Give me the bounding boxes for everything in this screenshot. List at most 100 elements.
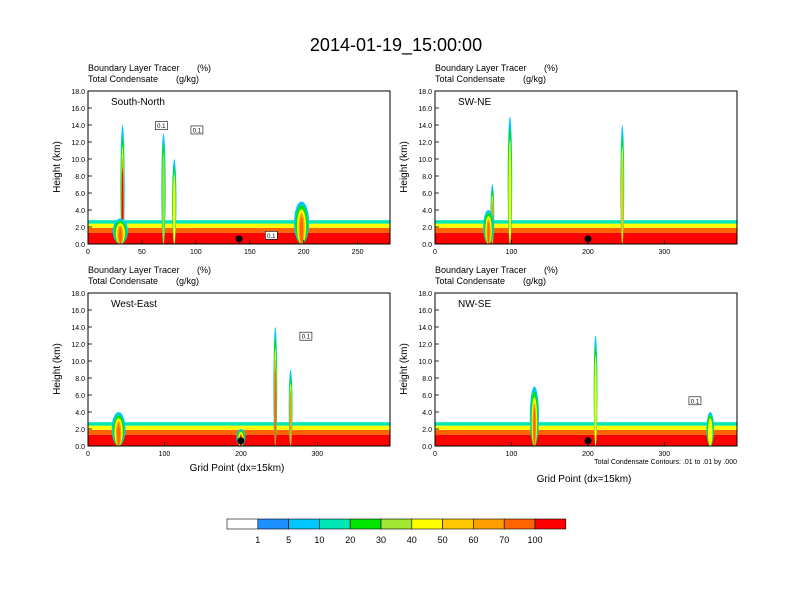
plume-3-level-4 bbox=[487, 222, 490, 244]
y-tick-label: 8.0 bbox=[75, 174, 85, 181]
tracer-field bbox=[88, 327, 390, 446]
y-tick-label: 6.0 bbox=[75, 191, 85, 198]
colorbar-label: 5 bbox=[286, 535, 291, 545]
contour-label-box bbox=[688, 396, 702, 406]
y-tick-label: 0.0 bbox=[422, 444, 432, 451]
plume-1-level-4 bbox=[508, 162, 511, 244]
main-title: 2014-01-19_15:00:00 bbox=[310, 35, 482, 56]
plume-4-level-4 bbox=[162, 173, 165, 244]
colorbar-label: 50 bbox=[438, 535, 448, 545]
boundary-layer-band-2 bbox=[435, 425, 737, 430]
tracer-label: Boundary Layer Tracer bbox=[88, 265, 180, 275]
y-tick-label: 10.0 bbox=[418, 157, 432, 164]
colorbar-label: 10 bbox=[314, 535, 324, 545]
tracer-unit: (%) bbox=[197, 63, 211, 73]
boundary-layer-band-2 bbox=[88, 425, 390, 430]
x-tick-label: 300 bbox=[659, 249, 671, 256]
panel-header-2: Boundary Layer Tracer (%) Total Condensa… bbox=[88, 265, 211, 286]
tracer-label: Boundary Layer Tracer bbox=[435, 265, 527, 275]
xlabel-3: Grid Point (dx=15km) bbox=[537, 474, 632, 485]
boundary-layer-band-2 bbox=[88, 223, 390, 228]
y-tick-label: 12.0 bbox=[71, 140, 85, 147]
colorbar-label: 60 bbox=[468, 535, 478, 545]
y-tick-label: 14.0 bbox=[71, 325, 85, 332]
y-tick-label: 14.0 bbox=[71, 123, 85, 130]
plume-1-level-4 bbox=[274, 369, 277, 446]
x-tick-label: 300 bbox=[659, 451, 671, 458]
contour-label-box bbox=[155, 121, 168, 130]
tracer-field bbox=[88, 125, 390, 244]
y-tick-label: 6.0 bbox=[75, 393, 85, 400]
colorbar-swatch bbox=[257, 518, 289, 530]
x-tick-label: 100 bbox=[506, 451, 518, 458]
x-tick-label: 0 bbox=[433, 249, 437, 256]
tracer-label: Boundary Layer Tracer bbox=[435, 63, 527, 73]
panel-sw-ne: SW-NE 0.0 2.0 4.0 6.0 8.0 10.0 12.0 14.0 16.0 18.0… bbox=[418, 89, 738, 256]
y-tick-label: 18.0 bbox=[418, 89, 432, 96]
condensate-label: Total Condensate bbox=[88, 74, 158, 84]
condensate-label: Total Condensate bbox=[88, 276, 158, 286]
location-marker bbox=[235, 235, 243, 243]
boundary-layer-band-1 bbox=[88, 227, 390, 233]
plume-2-level-4 bbox=[621, 167, 624, 244]
tracer-unit: (%) bbox=[197, 265, 211, 275]
y-tick-label: 2.0 bbox=[422, 225, 432, 232]
condensate-unit: (g/kg) bbox=[523, 276, 546, 286]
colorbar: 1 5 10 20 30 40 50 60 70 100 bbox=[226, 518, 567, 545]
y-tick-label: 16.0 bbox=[71, 308, 85, 315]
x-tick-label: 200 bbox=[298, 249, 310, 256]
colorbar-label: 70 bbox=[499, 535, 509, 545]
panel-header-1: Boundary Layer Tracer (%) Total Condensa… bbox=[435, 63, 558, 84]
x-tick-label: 100 bbox=[159, 451, 171, 458]
contour-label: 0.1 bbox=[157, 124, 166, 130]
panel-header-3: Boundary Layer Tracer (%) Total Condensa… bbox=[435, 265, 558, 286]
y-tick-label: 2.0 bbox=[75, 427, 85, 434]
boundary-layer-band-1 bbox=[435, 429, 737, 435]
panel-nw-se: NW-SE 0.0 2.0 4.0 6.0 8.0 10.0 12.0 14.0 16.0 18.0… bbox=[418, 291, 738, 458]
y-tick-label: 4.0 bbox=[75, 410, 85, 417]
tracer-label: Boundary Layer Tracer bbox=[88, 63, 180, 73]
contour-info: Total Condensate Contours: .01 to .01 by… bbox=[594, 459, 737, 466]
plume-1-level-4 bbox=[594, 375, 597, 446]
panel-title: NW-SE bbox=[458, 299, 491, 310]
colorbar-swatch bbox=[411, 518, 443, 530]
y-tick-label: 14.0 bbox=[418, 123, 432, 130]
y-tick-label: 0.0 bbox=[75, 242, 85, 249]
x-tick-label: 0 bbox=[433, 451, 437, 458]
panel-south-north: South-North 0.0 2.0 4.0 6.0 8.0 10.0 12.0 14.0 16… bbox=[71, 89, 391, 256]
ylabel-0: Height (km) bbox=[52, 141, 63, 193]
contour-label: 0.1 bbox=[302, 335, 311, 341]
plume-3-level-4 bbox=[300, 216, 304, 244]
colorbar-label: 40 bbox=[407, 535, 417, 545]
y-tick-label: 16.0 bbox=[418, 106, 432, 113]
plume-2-level-4 bbox=[709, 424, 712, 446]
y-tick-label: 8.0 bbox=[422, 174, 432, 181]
y-tick-label: 6.0 bbox=[422, 191, 432, 198]
colorbar-swatch bbox=[503, 518, 536, 530]
y-tick-label: 10.0 bbox=[418, 359, 432, 366]
condensate-label: Total Condensate bbox=[435, 74, 505, 84]
x-tick-label: 200 bbox=[582, 451, 594, 458]
plot-frame bbox=[87, 90, 391, 245]
panel-title: West-East bbox=[111, 299, 157, 310]
contour-label: 0.1 bbox=[267, 234, 276, 240]
ylabel-2: Height (km) bbox=[52, 343, 63, 395]
contour-label: 0.1 bbox=[193, 128, 202, 134]
y-tick-label: 12.0 bbox=[418, 140, 432, 147]
colorbar-label: 30 bbox=[376, 535, 386, 545]
plot-frame bbox=[434, 292, 738, 447]
colorbar-swatch bbox=[349, 518, 382, 530]
boundary-layer-band-2 bbox=[435, 223, 737, 228]
x-tick-label: 250 bbox=[352, 249, 364, 256]
y-tick-label: 2.0 bbox=[75, 225, 85, 232]
y-tick-label: 2.0 bbox=[422, 427, 432, 434]
colorbar-swatch bbox=[226, 518, 259, 530]
colorbar-swatch bbox=[534, 518, 567, 530]
y-tick-label: 16.0 bbox=[418, 308, 432, 315]
boundary-layer-band-3 bbox=[88, 220, 390, 224]
panel-west-east: West-East 0.0 2.0 4.0 6.0 8.0 10.0 12.0 14.0 16.0… bbox=[71, 291, 391, 458]
y-tick-label: 10.0 bbox=[71, 157, 85, 164]
ylabel-3: Height (km) bbox=[399, 343, 410, 395]
contour-label-box bbox=[265, 231, 278, 240]
